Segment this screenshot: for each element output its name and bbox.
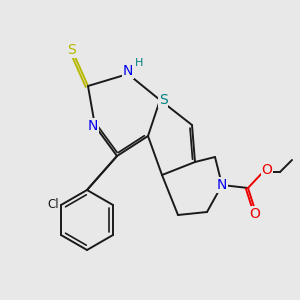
Text: S: S: [159, 93, 167, 107]
Text: O: O: [250, 207, 260, 221]
Text: N: N: [123, 64, 133, 78]
Text: S: S: [68, 43, 76, 57]
Text: N: N: [88, 119, 98, 133]
Text: H: H: [135, 58, 143, 68]
Text: N: N: [217, 178, 227, 192]
Text: Cl: Cl: [47, 199, 59, 212]
Text: O: O: [262, 163, 272, 177]
